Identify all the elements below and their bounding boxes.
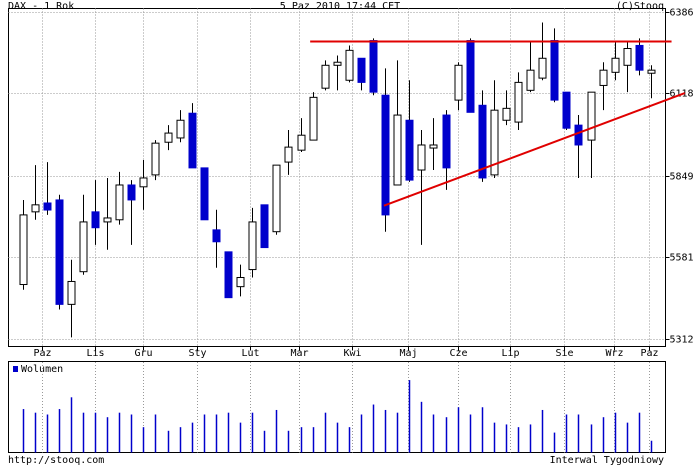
candle-body (212, 229, 221, 243)
y-tick-label: 5581 (670, 253, 694, 264)
candle-body (321, 64, 330, 89)
candle-body (164, 132, 173, 143)
candle-body (466, 40, 475, 113)
candle-body (151, 142, 160, 176)
candle-body (429, 144, 438, 149)
candle-body (599, 69, 608, 86)
candle-body (502, 107, 511, 121)
candle-body (297, 134, 306, 151)
candle-body (103, 217, 112, 223)
candle-body (260, 204, 269, 249)
candle-body (176, 119, 185, 139)
candle-body (127, 184, 136, 201)
candle-body (333, 61, 342, 66)
volume-legend-swatch (13, 366, 18, 372)
chart-title: DAX - 1 Rok (8, 1, 74, 12)
candle-body (272, 164, 281, 233)
x-tick-label: Paz (33, 348, 51, 359)
candle-body (224, 251, 233, 299)
candle-body (91, 211, 100, 229)
candle-body (514, 81, 523, 123)
candle-body (526, 69, 535, 91)
x-tick-label: Cze (449, 348, 467, 359)
candle-body (442, 114, 451, 169)
x-tick-label: Kwi (343, 348, 361, 359)
candle-body (200, 167, 209, 221)
footer-left: http://stooq.com (8, 455, 104, 466)
y-tick-label: 5312 (670, 335, 694, 346)
candle-body (587, 91, 596, 141)
candle-body (284, 146, 293, 163)
candle-body (55, 199, 64, 305)
x-tick-label: Sie (555, 348, 573, 359)
candle-body (357, 57, 366, 83)
candle-body (550, 40, 559, 101)
candle-body (647, 69, 656, 74)
x-tick-label: Lut (241, 348, 259, 359)
x-tick-label: Lis (86, 348, 104, 359)
candle-body (562, 91, 571, 129)
candle-body (381, 94, 390, 216)
candle-body (454, 64, 463, 101)
copyright: (C)Stooq (616, 1, 664, 12)
candle-body (31, 204, 40, 213)
candle-body (19, 214, 28, 286)
x-tick-label: Maj (399, 348, 417, 359)
candle-body (309, 96, 318, 141)
footer-right: Interwal Tygodniowy (550, 455, 664, 466)
candle-body (67, 280, 76, 305)
candle-body (417, 144, 426, 171)
price-panel (8, 8, 666, 347)
y-tick-label: 6386 (670, 8, 694, 19)
x-tick-label: Lip (501, 348, 519, 359)
candle-body (188, 112, 197, 169)
x-tick-label: Gru (134, 348, 152, 359)
candle-body (405, 119, 414, 181)
candle-body (490, 109, 499, 176)
candle-body (115, 184, 124, 221)
trend-line (383, 92, 686, 207)
candle-body (43, 202, 52, 211)
candle-body (393, 114, 402, 186)
candle-body (538, 57, 547, 79)
x-tick-label: Mar (290, 348, 308, 359)
volume-label: Wolumen (21, 364, 63, 375)
y-tick-label: 5849 (670, 172, 694, 183)
candle-body (248, 221, 257, 271)
x-tick-label: Sty (188, 348, 206, 359)
x-tick-label: Paz (640, 348, 658, 359)
x-tick-label: Wrz (605, 348, 623, 359)
candle-body (79, 221, 88, 273)
candle-body (345, 49, 354, 81)
chart-subtitle: 5 Paz 2010 17:44 CET (280, 1, 400, 12)
candle-body (236, 276, 245, 288)
candle-body (369, 40, 378, 93)
candle-body (139, 177, 148, 188)
candle-body (574, 124, 583, 146)
candle-body (635, 44, 644, 71)
candle-body (623, 47, 632, 66)
candle-body (611, 57, 620, 73)
candle-body (478, 104, 487, 179)
